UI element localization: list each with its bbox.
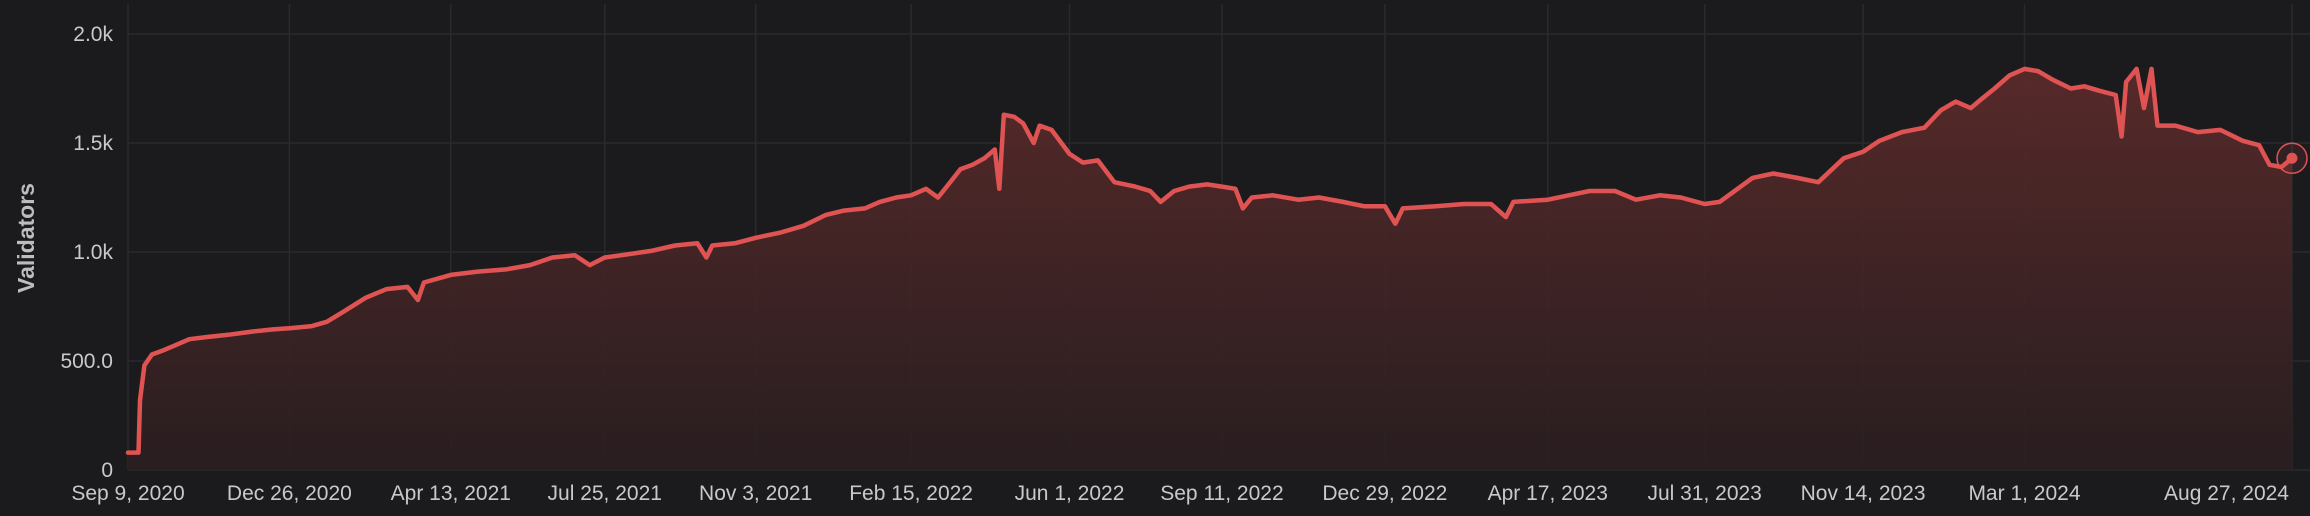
x-tick-label: Jun 1, 2022 <box>1015 482 1125 505</box>
series-line <box>125 66 2308 455</box>
y-tick-label: 1.5k <box>73 132 113 155</box>
y-tick-label: 2.0k <box>73 23 113 46</box>
x-tick-label: Nov 3, 2021 <box>699 482 812 505</box>
y-tick-label: 1.0k <box>73 241 113 264</box>
series-line-path <box>125 66 2295 455</box>
x-tick-label: Apr 13, 2021 <box>391 482 511 505</box>
y-tick-label: 0 <box>101 459 113 482</box>
x-tick-label: Aug 27, 2024 <box>2164 482 2289 505</box>
y-tick-label: 500.0 <box>60 350 113 373</box>
x-tick-label: Apr 17, 2023 <box>1488 482 1608 505</box>
x-tick-label: Sep 9, 2020 <box>71 482 184 505</box>
x-tick-label: Dec 26, 2020 <box>227 482 352 505</box>
series-area <box>128 68 2292 471</box>
x-tick-label: Mar 1, 2024 <box>1968 482 2080 505</box>
x-tick-label: Feb 15, 2022 <box>849 482 973 505</box>
x-tick-label: Jul 25, 2021 <box>548 482 662 505</box>
y-axis-title: Validators <box>13 183 39 293</box>
area-fill <box>128 68 2292 471</box>
x-tick-label: Jul 31, 2023 <box>1647 482 1761 505</box>
x-tick-label: Nov 14, 2023 <box>1801 482 1926 505</box>
last-point-marker[interactable] <box>2286 152 2298 164</box>
x-axis-ticks: Sep 9, 2020 Dec 26, 2020 Apr 13, 2021 Jul 2… <box>71 482 2289 505</box>
y-axis-ticks: 0 500.0 1.0k 1.5k 2.0k <box>60 23 113 482</box>
x-tick-label: Dec 29, 2022 <box>1322 482 1447 505</box>
x-tick-label: Sep 11, 2022 <box>1160 482 1283 505</box>
